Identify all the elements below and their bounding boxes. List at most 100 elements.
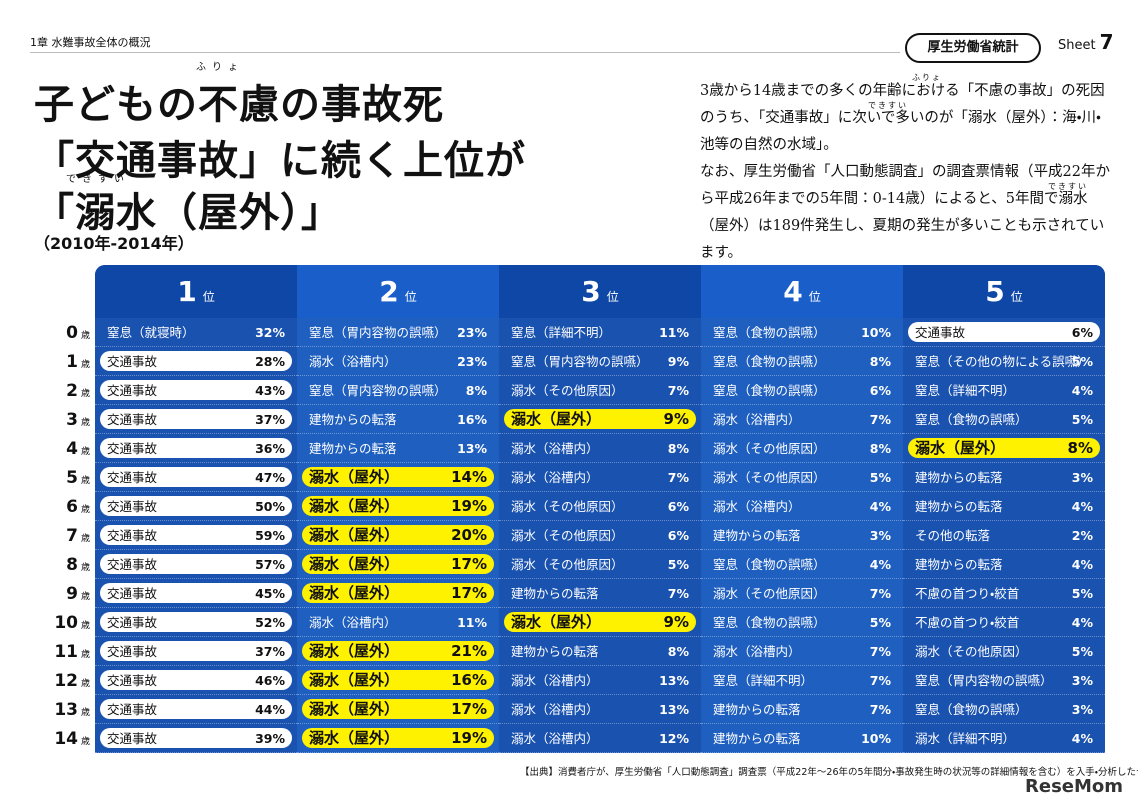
rank-number: 5 — [985, 275, 1005, 308]
highlight — [100, 409, 292, 429]
highlight — [302, 699, 494, 719]
highlight — [908, 438, 1100, 458]
age-label: 11 歳 — [30, 637, 90, 666]
cause: 溺水（屋外） — [511, 410, 602, 428]
cause: 交通事故 — [107, 644, 158, 659]
age-unit: 歳 — [80, 650, 90, 660]
cause: 溺水（浴槽内） — [713, 499, 801, 514]
highlight — [302, 641, 494, 661]
cell: 窒息（食物の誤嚥） 8% — [701, 347, 903, 376]
cell: 溺水（その他原因） 5% — [499, 550, 701, 579]
cause: 溺水（浴槽内） — [511, 441, 599, 456]
percent: 8% — [465, 383, 487, 398]
percent: 52% — [255, 615, 285, 630]
percent: 50% — [255, 499, 285, 514]
cell: 交通事故 57% — [95, 550, 297, 579]
highlight — [908, 322, 1100, 342]
table: 1 位 2 位 3 位 4 位 5 位窒息（就寝時） 32% 窒息（胃内容物の誤嚥） 23% 窒息（詳細不… — [95, 265, 1105, 753]
highlight — [100, 554, 292, 574]
cell: 窒息（食物の誤嚥） 10% — [701, 318, 903, 347]
highlight — [302, 728, 494, 748]
age-number: 3 — [66, 410, 78, 430]
cause: 交通事故 — [107, 441, 158, 456]
highlight — [100, 728, 292, 748]
cell: 溺水（屋外） 19% — [297, 492, 499, 521]
cause: 溺水（その他原因） — [511, 499, 624, 514]
cause: 溺水（浴槽内） — [713, 644, 801, 659]
age-label: 12 歳 — [30, 666, 90, 695]
highlight — [302, 554, 494, 574]
cell: 溺水（その他原因） 8% — [701, 434, 903, 463]
percent: 7% — [667, 586, 689, 601]
cell: 溺水（屋外） 20% — [297, 521, 499, 550]
cause: 窒息（詳細不明） — [713, 673, 814, 688]
highlight — [100, 351, 292, 371]
cause: 不慮の首つり・絞首 — [915, 615, 1020, 630]
age-number: 7 — [66, 526, 78, 546]
sheet: Sheet 7 — [1058, 30, 1114, 54]
cause: 建物からの転落 — [309, 412, 397, 427]
highlight — [100, 583, 292, 603]
percent: 2% — [1071, 528, 1093, 543]
percent: 6% — [869, 383, 891, 398]
percent: 14% — [451, 468, 487, 486]
cell: 溺水（屋外） 9% — [499, 608, 701, 637]
cell: 溺水（浴槽内） 7% — [499, 463, 701, 492]
cause: 交通事故 — [107, 354, 158, 369]
cell: 溺水（屋外） 14% — [297, 463, 499, 492]
title-line: 「交通事故」に続く上位が — [34, 138, 526, 184]
highlight — [302, 467, 494, 487]
cell: 建物からの転落 4% — [903, 550, 1105, 579]
percent: 37% — [255, 644, 285, 659]
cell: 不慮の首つり・絞首 5% — [903, 579, 1105, 608]
percent: 5% — [1071, 644, 1093, 659]
cause: 不慮の首つり・絞首 — [915, 586, 1020, 601]
rank-unit: 位 — [1010, 290, 1023, 304]
cause: 建物からの転落 — [713, 528, 801, 543]
cell: 建物からの転落 7% — [701, 695, 903, 724]
cause: 溺水（屋外） — [309, 729, 400, 747]
percent: 7% — [869, 673, 891, 688]
cause: 溺水（浴槽内） — [309, 354, 397, 369]
percent: 8% — [869, 441, 891, 456]
age-number: 1 — [66, 352, 78, 372]
percent: 4% — [1071, 383, 1093, 398]
cell: 窒息（胃内容物の誤嚥） 8% — [297, 376, 499, 405]
cause: 溺水（屋外） — [309, 555, 400, 573]
cause: 交通事故 — [107, 702, 158, 717]
cause: 窒息（胃内容物の誤嚥） — [309, 325, 447, 340]
cause: 交通事故 — [107, 615, 158, 630]
cause: 建物からの転落 — [511, 586, 599, 601]
cell: 溺水（その他原因） 7% — [701, 579, 903, 608]
cell: 溺水（浴槽内） 11% — [297, 608, 499, 637]
percent: 4% — [1071, 731, 1093, 746]
cell: 交通事故 45% — [95, 579, 297, 608]
cell: 窒息（食物の誤嚥） 6% — [701, 376, 903, 405]
age-unit: 歳 — [80, 389, 90, 399]
age-unit: 歳 — [80, 563, 90, 573]
percent: 5% — [1071, 586, 1093, 601]
cell: 窒息（就寝時） 32% — [95, 318, 297, 347]
highlight — [302, 525, 494, 545]
percent: 13% — [457, 441, 487, 456]
age-unit: 歳 — [80, 679, 90, 689]
subtitle: （2010年-2014年） — [34, 234, 194, 253]
percent: 20% — [451, 526, 487, 544]
cell: 建物からの転落 3% — [903, 463, 1105, 492]
percent: 23% — [457, 354, 487, 369]
percent: 37% — [255, 412, 285, 427]
age-unit: 歳 — [80, 360, 90, 370]
percent: 59% — [255, 528, 285, 543]
title-line: 子どもの不慮の事故死 — [34, 82, 444, 128]
percent: 3% — [869, 528, 891, 543]
age-number: 2 — [66, 381, 78, 401]
percent: 4% — [1071, 557, 1093, 572]
age-unit: 歳 — [80, 621, 90, 631]
cause: 窒息（食物の誤嚥） — [915, 412, 1028, 427]
age-number: 9 — [66, 584, 78, 604]
cell: 溺水（屋外） 19% — [297, 724, 499, 753]
